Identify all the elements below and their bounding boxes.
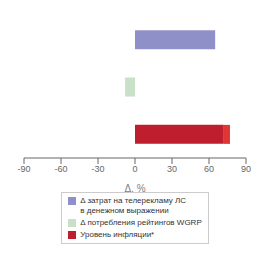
svg-text:90: 90 xyxy=(241,164,251,174)
svg-text:0: 0 xyxy=(132,164,137,174)
html-text:Уровень инфляции*: Уровень инфляции* xyxy=(80,230,155,239)
svg-text:-60: -60 xyxy=(54,164,67,174)
html-text:Δ потребления рейтингов WGRP: Δ потребления рейтингов WGRP xyxy=(80,218,202,227)
svg-text:60: 60 xyxy=(204,164,214,174)
svg-text:30: 30 xyxy=(167,164,177,174)
html-text:Δ затрат на телерекламу ЛС в д: Δ затрат на телерекламу ЛС в денежном вы… xyxy=(80,196,186,215)
svg-text:Δ, %: Δ, % xyxy=(124,183,145,194)
svg-text:-90: -90 xyxy=(17,164,30,174)
svg-text:-30: -30 xyxy=(91,164,104,174)
